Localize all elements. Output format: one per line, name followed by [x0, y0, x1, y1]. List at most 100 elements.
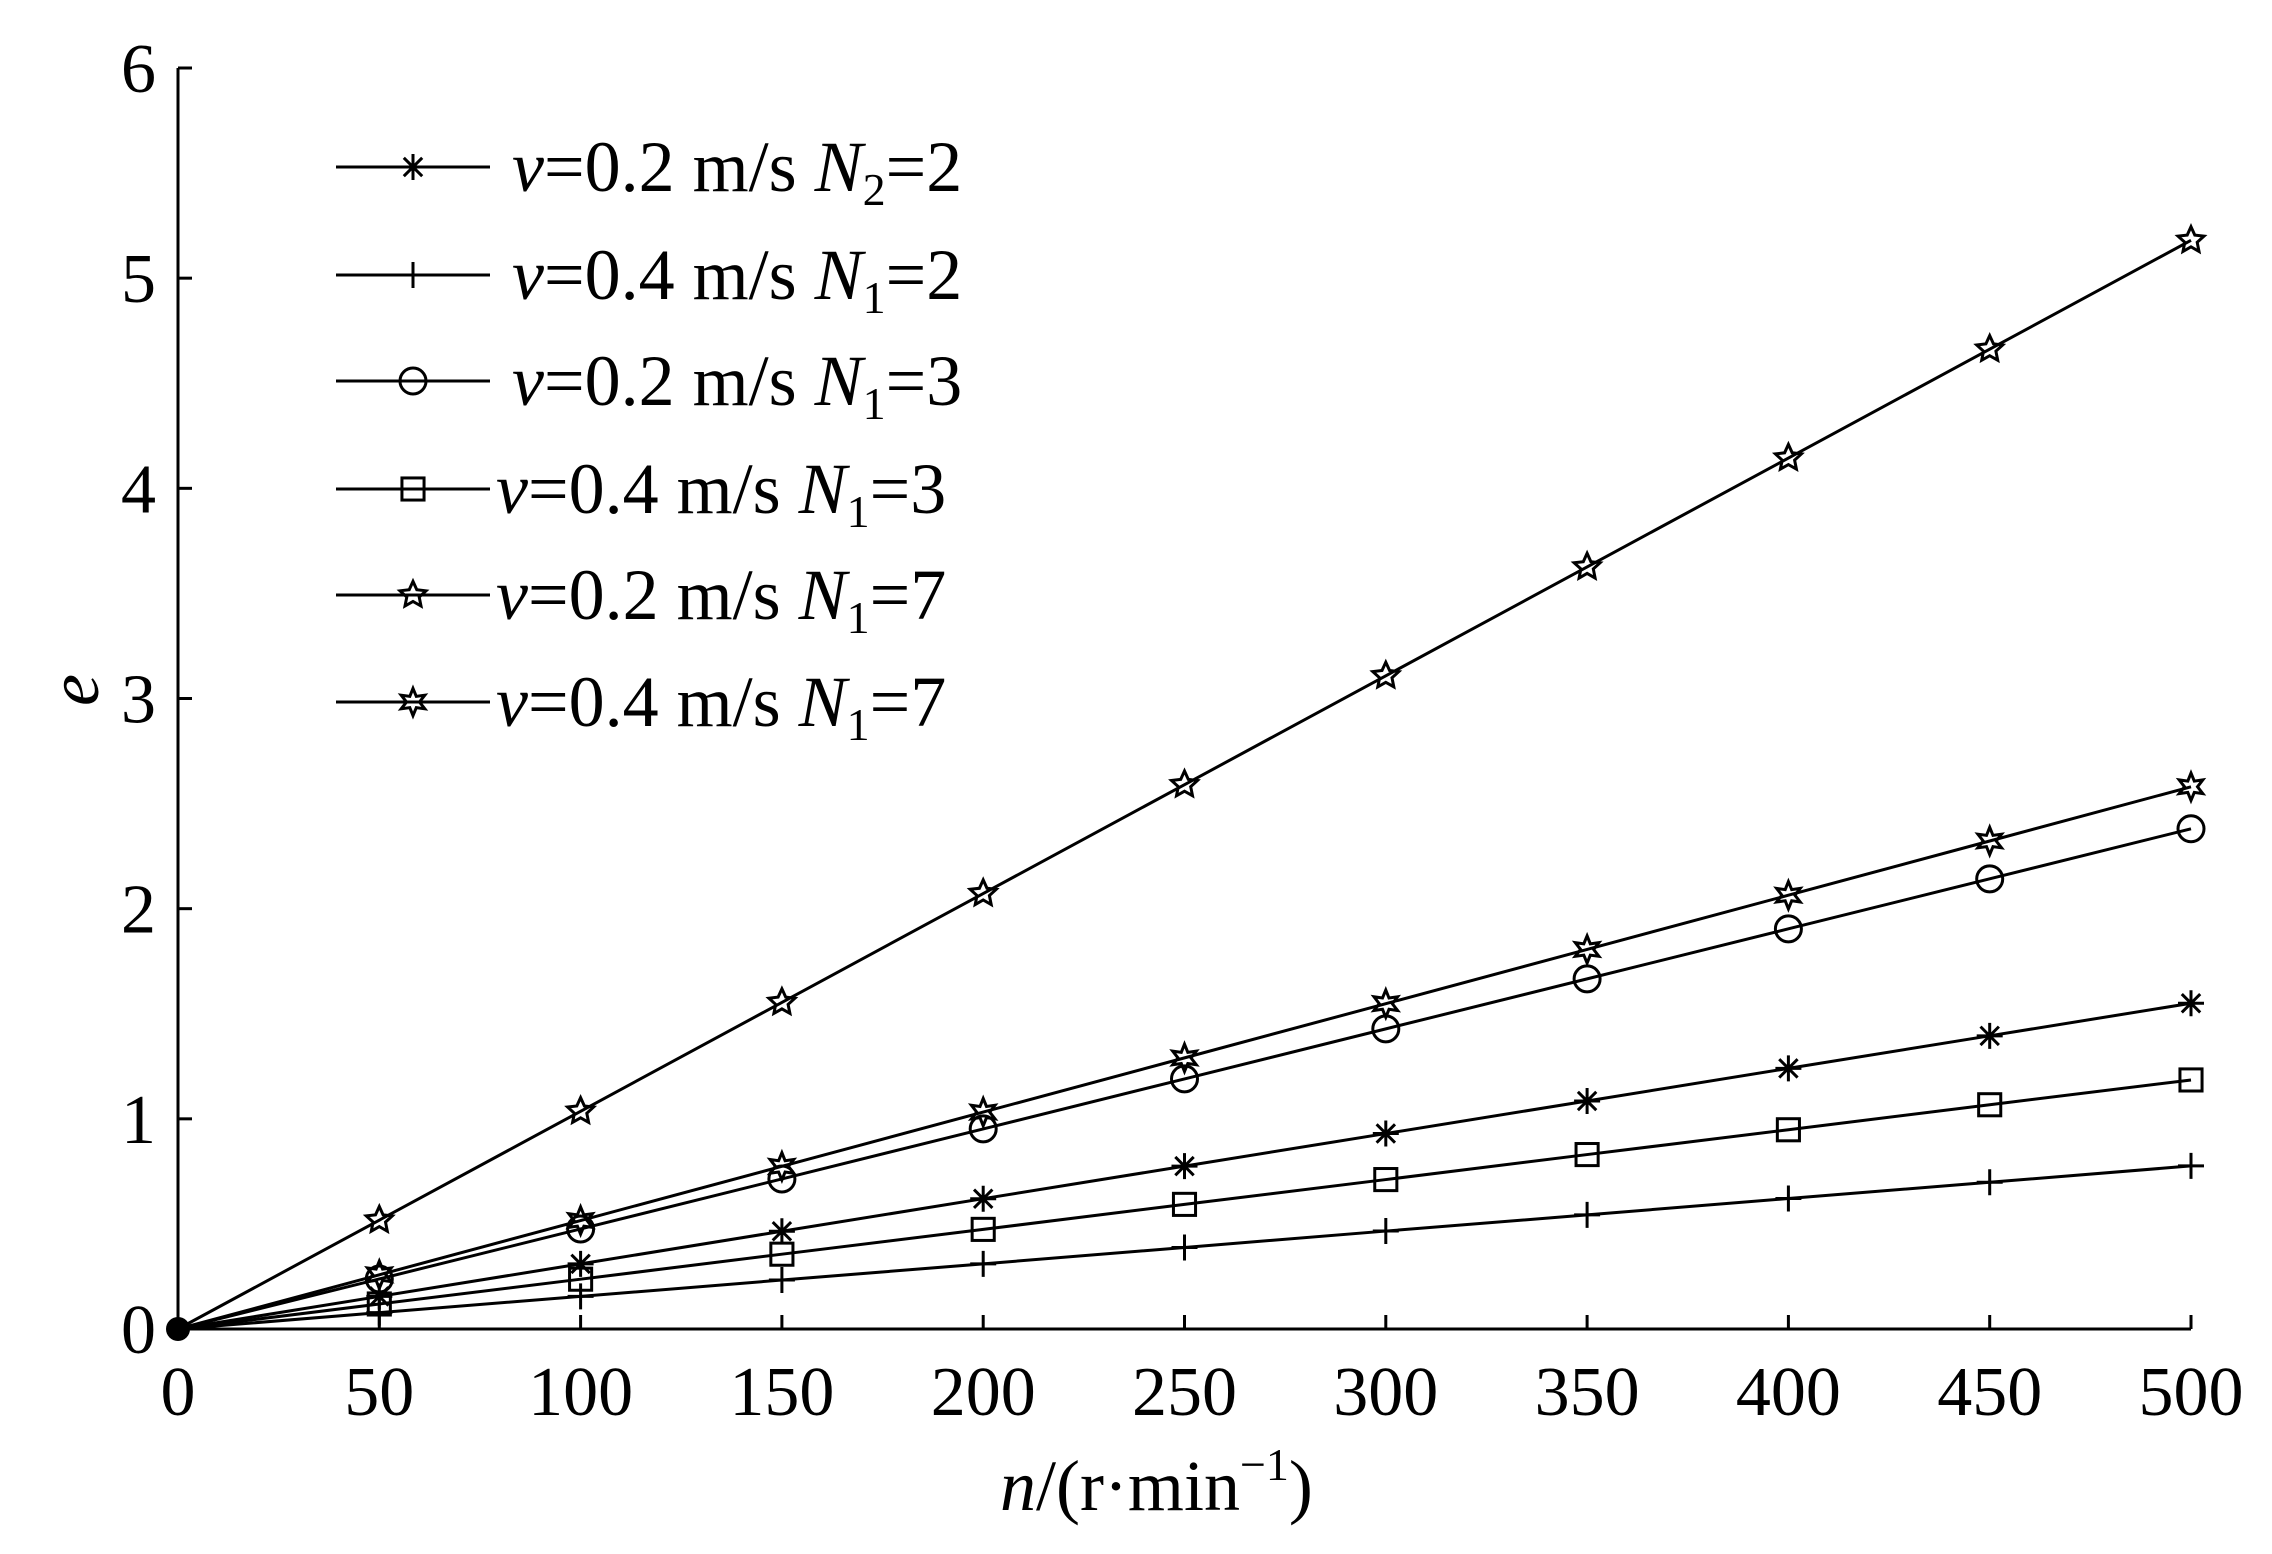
x-tick-label: 450: [1937, 1354, 2042, 1431]
circle-marker: [968, 1114, 998, 1144]
legend-item: v=0.2 m/s N1=3: [336, 341, 962, 429]
legend-label-part: v: [512, 127, 544, 207]
x-tick-label: 250: [1132, 1354, 1237, 1431]
asterisk-marker: [400, 154, 426, 180]
legend-label-part: N: [798, 555, 851, 635]
legend-label-part: =3: [886, 341, 963, 421]
x-tick-label: 100: [528, 1354, 633, 1431]
hexagon-marker: [2175, 769, 2207, 805]
x-tick-label: 500: [2139, 1354, 2244, 1431]
plus-marker: [2178, 1152, 2204, 1179]
legend-label-part: 1: [847, 592, 870, 643]
axes: 0 50 100 150 200 250 300 350 400 450 500 0 1 2 3 4 5 6: [121, 31, 2244, 1431]
y-tick-label: 1: [121, 1082, 156, 1159]
square-marker: [1373, 1167, 1399, 1193]
hexagon-marker: [1571, 931, 1603, 968]
y-tick-label: 6: [121, 31, 156, 108]
series-lines: [166, 223, 2208, 1341]
series-line: [177, 239, 2192, 1331]
hexagon-marker: [1974, 823, 2005, 859]
plus-marker: [1171, 1234, 1198, 1261]
plus-marker: [970, 1250, 997, 1277]
hexagon-marker: [1773, 877, 1804, 913]
hexagon-marker: [397, 684, 429, 720]
legend-label-part: v: [512, 341, 544, 421]
y-tick-label: 2: [121, 872, 156, 949]
square-marker: [1171, 1191, 1198, 1217]
plus-marker: [1775, 1185, 1802, 1212]
legend-label-part: 2: [863, 164, 886, 215]
star-marker: [1168, 767, 1201, 799]
square-marker: [2178, 1067, 2204, 1093]
legend-item: v=0.4 m/s N1=2: [336, 235, 962, 323]
y-tick-label: 4: [121, 451, 156, 528]
asterisk-marker: [2178, 990, 2204, 1017]
legend-label: v=0.4 m/s N1=7: [496, 662, 946, 750]
asterisk-marker: [768, 1218, 795, 1245]
legend-label: v=0.4 m/s N1=3: [496, 449, 946, 537]
legend-label-part: =3: [870, 449, 947, 529]
y-tick-label: 0: [121, 1292, 156, 1369]
square-marker: [970, 1216, 996, 1242]
legend-item: v=0.4 m/s N1=7: [336, 662, 946, 750]
legend-item: v=0.2 m/s N1=7: [336, 555, 946, 643]
circle-marker: [398, 366, 428, 396]
legend-label-part: =7: [870, 555, 947, 635]
square-marker: [400, 476, 426, 502]
legend-label: v=0.2 m/s N1=3: [512, 341, 962, 429]
legend-label-part: 1: [863, 378, 886, 429]
origin-marker: [166, 1317, 190, 1341]
square-marker: [1977, 1092, 2003, 1118]
legend-label-part: =0.2 m/s: [544, 341, 815, 421]
legend-label: v=0.4 m/s N1=2: [512, 235, 962, 323]
legend-label-part: v: [496, 662, 528, 742]
legend-label-part: N: [798, 449, 851, 529]
asterisk-marker: [567, 1250, 594, 1277]
x-tick-label: 400: [1736, 1354, 1841, 1431]
circle-marker: [1773, 914, 1803, 944]
x-tick-label: 300: [1333, 1354, 1438, 1431]
legend-label: v=0.2 m/s N2=2: [512, 127, 962, 215]
plus-marker: [1976, 1169, 2003, 1196]
series-2: [177, 814, 2206, 1331]
y-axis-label: e: [34, 674, 114, 706]
asterisk-marker: [1976, 1022, 2003, 1049]
star-marker: [765, 985, 799, 1017]
plus-marker: [1574, 1201, 1601, 1228]
circle-marker: [1975, 864, 2005, 894]
plus-marker: [1372, 1218, 1399, 1245]
legend-label-part: =0.4 m/s: [544, 235, 815, 315]
x-tick-label: 150: [729, 1354, 834, 1431]
star-marker: [966, 876, 1000, 908]
legend-label-part: =2: [886, 235, 963, 315]
hexagon-marker: [565, 1202, 596, 1239]
square-marker: [1775, 1117, 1801, 1143]
legend-label-part: 1: [847, 699, 870, 750]
asterisk-marker: [970, 1185, 997, 1212]
hexagon-marker: [967, 1094, 999, 1130]
hexagon-marker: [1370, 986, 1402, 1022]
series-0: [177, 990, 2204, 1331]
legend-label-part: N: [798, 662, 851, 742]
circle-marker: [2176, 814, 2206, 844]
legend-label-part: =2: [886, 127, 963, 207]
legend-label-part: N: [814, 127, 867, 207]
legend-item: v=0.4 m/s N1=3: [336, 449, 946, 537]
series-4: [177, 223, 2208, 1331]
x-axis-label: n/(r·min−1): [1000, 1439, 1313, 1526]
star-marker: [1973, 331, 2007, 364]
star-marker: [1369, 658, 1403, 690]
x-tick-label: 350: [1535, 1354, 1640, 1431]
star-marker: [1771, 440, 1805, 473]
legend-label-part: v: [512, 235, 544, 315]
square-marker: [366, 1291, 392, 1317]
star-marker: [396, 577, 430, 609]
star-marker: [2174, 223, 2208, 255]
legend-label-part: =0.2 m/s: [528, 555, 799, 635]
series-line: [177, 785, 2192, 1331]
hexagon-marker: [364, 1257, 395, 1293]
asterisk-marker: [366, 1283, 393, 1310]
legend: v=0.2 m/s N2=2v=0.4 m/s N1=2v=0.2 m/s N1…: [336, 127, 962, 750]
square-marker: [1574, 1142, 1600, 1168]
